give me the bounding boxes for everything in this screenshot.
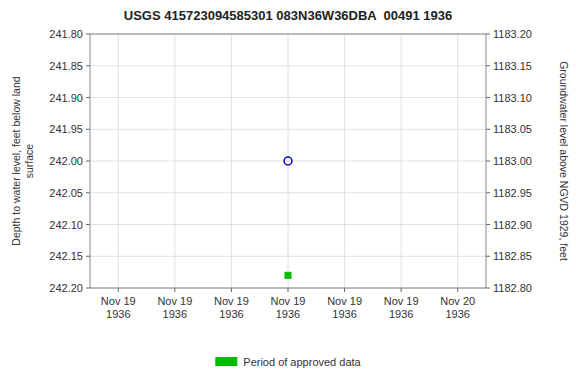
y-tick <box>86 65 90 66</box>
y2-tick <box>486 161 490 162</box>
y2-tick-label: 1182.85 <box>493 250 532 262</box>
legend-item: Period of approved data <box>215 356 361 368</box>
y-axis-label: Depth to water level, feet below landsur… <box>10 76 35 245</box>
text-line: Nov 19 <box>384 295 419 307</box>
text-line: 1936 <box>219 308 243 320</box>
plot-frame <box>90 34 486 288</box>
y-tick <box>86 224 90 225</box>
y-tick-label: 241.85 <box>49 60 83 72</box>
y-tick <box>86 192 90 193</box>
x-tick <box>174 288 175 292</box>
y2-axis-label: Groundwater level above NGVD 1929, feet <box>558 61 570 261</box>
y-tick <box>86 129 90 130</box>
grid-line <box>344 34 345 288</box>
y2-tick <box>486 97 490 98</box>
x-tick <box>118 288 119 292</box>
text-line: 1936 <box>163 308 187 320</box>
y-tick-label: 241.95 <box>49 123 83 135</box>
x-tick <box>401 288 402 292</box>
y2-tick-label: 1183.20 <box>493 28 532 40</box>
text-line: Nov 19 <box>101 295 136 307</box>
text-line: 1936 <box>389 308 413 320</box>
text-line: Nov 19 <box>327 295 362 307</box>
grid-line <box>457 34 458 288</box>
text-line: 1936 <box>276 308 300 320</box>
y2-tick <box>486 129 490 130</box>
grid-line <box>401 34 402 288</box>
y-tick <box>86 97 90 98</box>
y-tick <box>86 161 90 162</box>
y2-tick-label: 1183.05 <box>493 123 532 135</box>
y-tick-label: 241.80 <box>49 28 83 40</box>
x-tick-label: Nov 191936 <box>271 295 306 320</box>
x-tick-label: Nov 191936 <box>214 295 249 320</box>
y2-tick <box>486 192 490 193</box>
y-tick-label: 242.00 <box>49 155 83 167</box>
grid-line <box>174 34 175 288</box>
text-line: Nov 19 <box>214 295 249 307</box>
y-tick-label: 241.90 <box>49 92 83 104</box>
y2-tick-label: 1182.90 <box>493 219 532 231</box>
y2-tick <box>486 65 490 66</box>
text-line: Depth to water level, feet below land <box>10 76 22 245</box>
text-line: Nov 20 <box>440 295 475 307</box>
x-tick-label: Nov 191936 <box>101 295 136 320</box>
background <box>0 0 576 384</box>
legend: Period of approved data <box>215 356 361 368</box>
y-tick <box>86 34 90 35</box>
chart: 241.80 241.85 241.90 241.95 242.00 242.05 242.… <box>0 0 576 384</box>
x-tick-label: Nov 191936 <box>327 295 362 320</box>
y2-tick-label: 1182.95 <box>493 187 532 199</box>
y2-tick <box>486 224 490 225</box>
y-tick-label: 242.10 <box>49 219 83 231</box>
legend-label: Period of approved data <box>243 356 361 368</box>
y2-tick <box>486 288 490 289</box>
y2-tick-label: 1183.10 <box>493 92 532 104</box>
x-tick <box>344 288 345 292</box>
x-tick-label: Nov 201936 <box>440 295 475 320</box>
text-line: Nov 19 <box>271 295 306 307</box>
point <box>285 272 291 278</box>
marks <box>284 157 292 278</box>
y-tick <box>86 288 90 289</box>
text-line: Nov 19 <box>157 295 192 307</box>
title: USGS 415723094585301 083N36W36DBA 00491 … <box>124 8 452 23</box>
text-line: 1936 <box>445 308 469 320</box>
grid <box>90 34 486 288</box>
axes: 241.80 241.85 241.90 241.95 242.00 242.05 242.… <box>49 28 532 320</box>
y2-tick-label: 1182.80 <box>493 282 532 294</box>
x-tick-label: Nov 191936 <box>384 295 419 320</box>
text-line: surface <box>23 144 35 179</box>
x-tick <box>288 288 289 292</box>
x-tick <box>231 288 232 292</box>
grid-line <box>288 34 289 288</box>
text-line: 1936 <box>106 308 130 320</box>
y-tick-label: 242.20 <box>49 282 83 294</box>
y-tick-label: 242.15 <box>49 250 83 262</box>
x-tick <box>457 288 458 292</box>
y2-tick-label: 1183.00 <box>493 155 532 167</box>
grid-line <box>118 34 119 288</box>
text-line: 1936 <box>332 308 356 320</box>
y2-tick <box>486 34 490 35</box>
y-tick <box>86 256 90 257</box>
y-tick-label: 242.05 <box>49 187 83 199</box>
grid-line <box>231 34 232 288</box>
x-tick-label: Nov 191936 <box>157 295 192 320</box>
legend-swatch <box>215 357 237 366</box>
y2-tick <box>486 256 490 257</box>
point <box>284 157 292 165</box>
y2-tick-label: 1183.15 <box>493 60 532 72</box>
